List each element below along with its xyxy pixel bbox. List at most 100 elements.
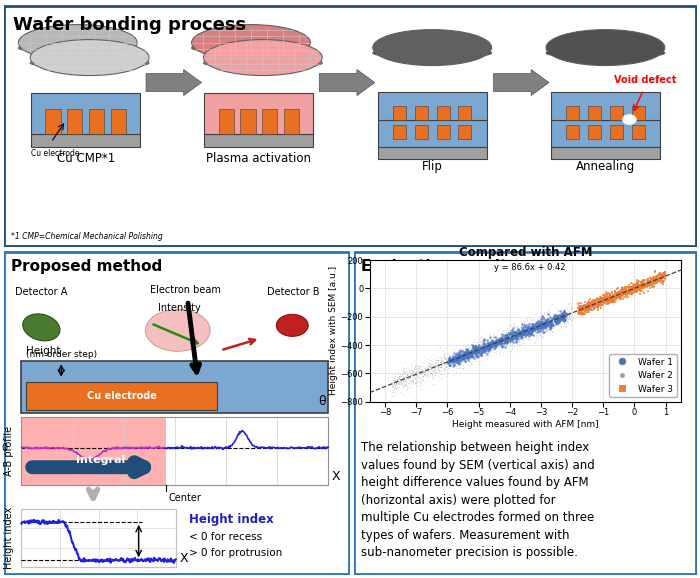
Wafer 1 (490, 341, 501, 350)
Wafer 2 (496, 336, 507, 345)
Wafer 1 (460, 349, 471, 358)
Wafer 3 (610, 291, 621, 301)
Wafer 3 (657, 272, 668, 281)
Wafer 1 (536, 322, 547, 331)
Wafer 2 (494, 347, 505, 357)
Wafer 1 (496, 337, 507, 346)
Wafer 2 (404, 372, 415, 381)
Wafer 3 (636, 283, 648, 292)
Wafer 2 (403, 380, 414, 390)
Wafer 1 (556, 312, 568, 321)
Wafer 1 (467, 349, 478, 358)
Wafer 2 (433, 359, 444, 368)
Wafer 2 (496, 334, 507, 343)
Wafer 2 (422, 365, 433, 375)
Wafer 2 (547, 327, 558, 336)
Wafer 2 (509, 328, 520, 338)
Wafer 2 (447, 350, 458, 359)
Wafer 2 (423, 369, 434, 379)
Wafer 2 (427, 362, 438, 371)
Wafer 1 (514, 327, 525, 336)
Wafer 2 (559, 304, 570, 313)
Wafer 1 (473, 343, 484, 353)
Wafer 2 (531, 324, 542, 334)
Wafer 3 (603, 290, 614, 299)
Wafer 2 (444, 357, 456, 366)
Wafer 2 (553, 309, 564, 318)
Wafer 1 (516, 328, 527, 337)
Wafer 3 (587, 300, 598, 309)
Wafer 3 (642, 279, 653, 288)
Wafer 2 (464, 346, 475, 355)
Wafer 2 (482, 339, 493, 348)
Wafer 1 (525, 329, 536, 339)
Wafer 3 (581, 307, 592, 317)
Wafer 1 (536, 320, 547, 329)
Wafer 1 (496, 336, 507, 346)
Wafer 3 (638, 276, 650, 285)
Wafer 2 (412, 370, 423, 379)
Wafer 1 (528, 321, 540, 331)
Wafer 2 (421, 366, 432, 376)
Wafer 3 (600, 296, 611, 305)
Ellipse shape (146, 309, 210, 351)
Wafer 1 (459, 347, 470, 357)
Wafer 1 (535, 322, 546, 331)
Wafer 2 (540, 316, 552, 325)
Wafer 2 (533, 332, 545, 341)
Wafer 2 (533, 321, 545, 330)
Wafer 3 (643, 277, 654, 287)
Wafer 2 (387, 379, 398, 388)
Wafer 1 (468, 354, 480, 363)
Wafer 3 (580, 304, 591, 313)
Wafer 2 (526, 327, 538, 336)
Wafer 1 (534, 321, 545, 330)
Wafer 2 (463, 351, 474, 360)
Wafer 2 (458, 350, 470, 359)
Wafer 1 (524, 328, 535, 338)
Wafer 3 (591, 299, 602, 308)
Wafer 3 (654, 274, 666, 283)
Wafer 3 (581, 303, 592, 313)
Wafer 2 (440, 372, 451, 381)
Wafer 3 (596, 296, 607, 305)
Wafer 3 (652, 276, 663, 286)
Wafer 2 (448, 357, 459, 366)
Wafer 1 (538, 324, 549, 333)
Wafer 3 (631, 285, 642, 294)
Wafer 2 (498, 333, 510, 342)
Wafer 2 (552, 310, 563, 320)
Wafer 2 (556, 314, 567, 323)
Bar (218, 109, 234, 134)
Wafer 2 (415, 381, 426, 391)
Wafer 1 (451, 355, 462, 364)
Wafer 2 (514, 341, 525, 350)
Bar (551, 147, 660, 160)
Wafer 1 (554, 314, 565, 324)
Wafer 3 (582, 302, 593, 311)
Bar (46, 109, 61, 134)
Wafer 3 (659, 276, 670, 286)
Wafer 1 (542, 317, 553, 327)
Wafer 2 (467, 348, 478, 357)
Wafer 2 (428, 362, 440, 371)
Wafer 2 (416, 372, 427, 381)
Wafer 3 (579, 301, 590, 310)
Wafer 2 (417, 376, 428, 385)
Wafer 2 (426, 359, 438, 368)
Wafer 3 (592, 295, 603, 305)
Wafer 1 (523, 331, 534, 340)
Wafer 2 (494, 341, 505, 350)
Wafer 1 (507, 331, 518, 340)
Wafer 2 (531, 320, 542, 329)
Wafer 1 (535, 321, 546, 331)
Wafer 3 (597, 298, 608, 307)
Wafer 2 (471, 338, 482, 347)
Wafer 2 (420, 362, 431, 372)
Wafer 2 (390, 380, 401, 389)
Wafer 1 (550, 317, 561, 327)
Wafer 3 (629, 286, 640, 295)
Wafer 2 (492, 332, 503, 342)
Wafer 2 (481, 331, 492, 340)
Wafer 3 (608, 291, 619, 300)
